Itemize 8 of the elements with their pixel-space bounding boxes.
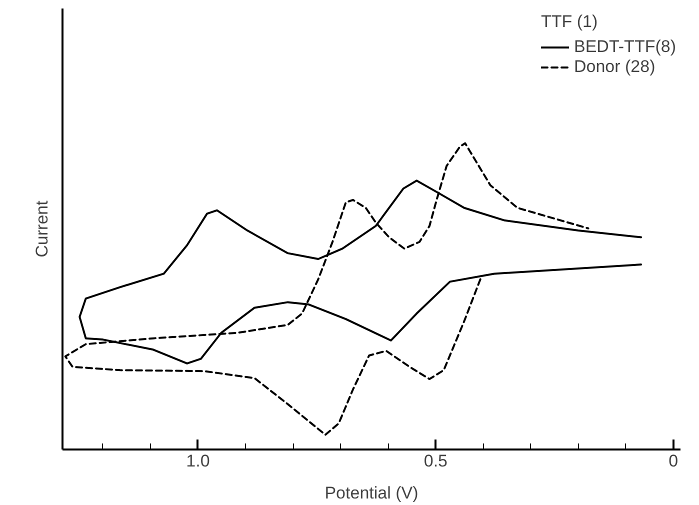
legend-title: TTF (1) bbox=[541, 12, 599, 32]
x-tick-label: 0.5 bbox=[424, 452, 448, 470]
x-tick-label: 0 bbox=[668, 452, 678, 470]
y-axis-title: Current bbox=[32, 200, 52, 258]
x-tick-label: 1.0 bbox=[186, 452, 210, 470]
legend-label: BEDT-TTF(8) bbox=[574, 37, 676, 57]
x-axis-title: Potential (V) bbox=[324, 484, 418, 502]
legend-label: Donor (28) bbox=[574, 57, 656, 77]
